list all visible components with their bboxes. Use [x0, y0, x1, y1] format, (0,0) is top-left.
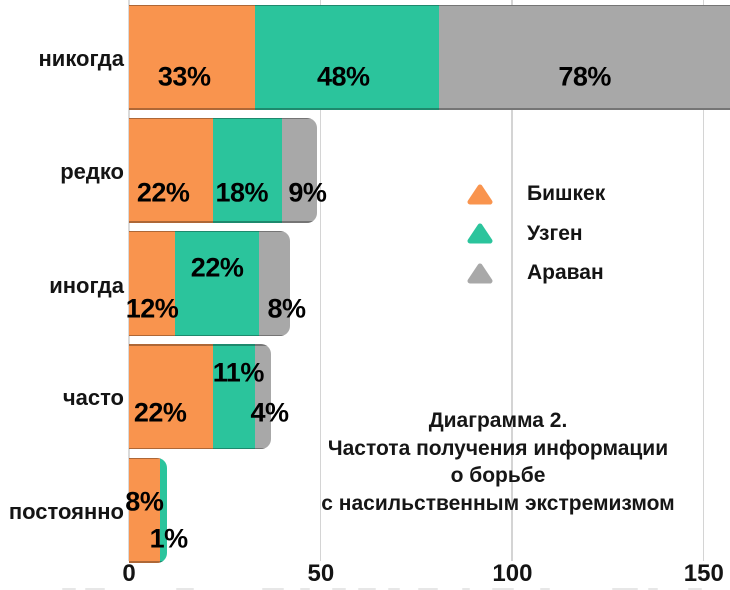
gridline	[702, 0, 705, 561]
bar-segment-Узген	[159, 457, 167, 563]
bar-value-label: 12%	[125, 293, 179, 324]
cropped-text-fragment	[648, 587, 658, 590]
bar-value-label: 11%	[212, 357, 265, 388]
cropped-text-fragment	[492, 587, 514, 590]
legend-item: Узген	[467, 221, 583, 247]
category-label: часто	[62, 385, 124, 410]
bar-segment-Бишкек	[129, 457, 160, 563]
chart-title-line: о борьбе	[450, 464, 546, 488]
legend-label: Узген	[527, 221, 583, 245]
bar-segment-Узген	[255, 4, 440, 110]
chart-title: Диаграмма 2. Частота получения информаци…	[283, 407, 713, 518]
cropped-text-fragment	[176, 587, 194, 590]
chart-title-line: Частота получения информации	[327, 436, 669, 460]
bar-segment-Араван	[255, 344, 271, 450]
bar-value-label: 1%	[149, 523, 189, 553]
bar-value-label: 18%	[215, 177, 268, 208]
legend-label: Араван	[527, 261, 604, 284]
cropped-text-fragment	[418, 587, 438, 590]
cropped-text-fragment	[388, 587, 400, 590]
bar-иногда	[129, 231, 290, 337]
category-label: редко	[60, 159, 124, 184]
legend-label: Бишкек	[527, 182, 606, 205]
triangle-marker-icon	[467, 223, 493, 244]
x-tick-label: 150	[683, 560, 724, 587]
triangle-marker-icon	[467, 184, 493, 204]
cropped-text-fragment	[612, 587, 638, 590]
bar-segment-Араван	[259, 231, 290, 337]
bar-value-label: 4%	[250, 397, 290, 428]
bar-segment-Узген	[213, 117, 283, 223]
category-label: постоянно	[8, 499, 124, 524]
y-axis-line	[128, 0, 130, 561]
cropped-text-fragment	[688, 587, 702, 590]
bar-редко	[129, 117, 317, 223]
bar-segment-Бишкек	[129, 344, 214, 450]
legend-item: Араван	[467, 260, 604, 286]
gridline	[511, 0, 513, 561]
cropped-text-fragment	[262, 587, 284, 590]
cropped-text-fragment	[358, 587, 376, 590]
bar-segment-Узген	[213, 344, 256, 450]
chart-title-line: Диаграмма 2.	[428, 409, 568, 432]
x-tick-label: 0	[122, 560, 136, 587]
cropped-text-fragment	[462, 587, 470, 590]
x-tick-label: 100	[492, 560, 533, 587]
legend-item: Бишкек	[467, 181, 605, 207]
bar-value-label: 33%	[157, 61, 211, 92]
bar-часто	[129, 344, 271, 450]
bar-value-label: 8%	[267, 293, 307, 324]
bar-value-label: 9%	[288, 177, 327, 208]
bar-value-label: 22%	[136, 177, 190, 208]
gridline	[319, 0, 322, 561]
bar-segment-Бишкек	[129, 4, 256, 110]
cropped-text-fragment	[300, 587, 310, 590]
cropped-text-fragment	[62, 587, 76, 590]
bar-value-label: 22%	[190, 252, 244, 283]
cropped-text-fragment	[332, 587, 346, 590]
bar-value-label: 48%	[317, 61, 370, 92]
chart-title-line: с насильственным экстремизмом	[321, 492, 675, 516]
cropped-text-fragment	[85, 587, 105, 590]
cropped-text-fragment	[540, 587, 550, 590]
bar-value-label: 8%	[125, 486, 164, 517]
bar-segment-Бишкек	[129, 117, 214, 223]
bar-value-label: 22%	[133, 397, 187, 428]
bar-segment-Араван	[282, 117, 317, 223]
bar-постоянно	[129, 457, 167, 563]
triangle-marker-icon	[467, 263, 493, 283]
bar-никогда	[129, 4, 730, 110]
bar-segment-Араван	[439, 4, 730, 110]
x-tick-label: 50	[307, 560, 335, 587]
bar-segment-Узген	[174, 231, 260, 337]
bar-segment-Бишкек	[129, 231, 175, 337]
category-label: никогда	[38, 46, 125, 71]
category-label: иногда	[49, 273, 124, 298]
bar-value-label: 78%	[558, 61, 611, 92]
